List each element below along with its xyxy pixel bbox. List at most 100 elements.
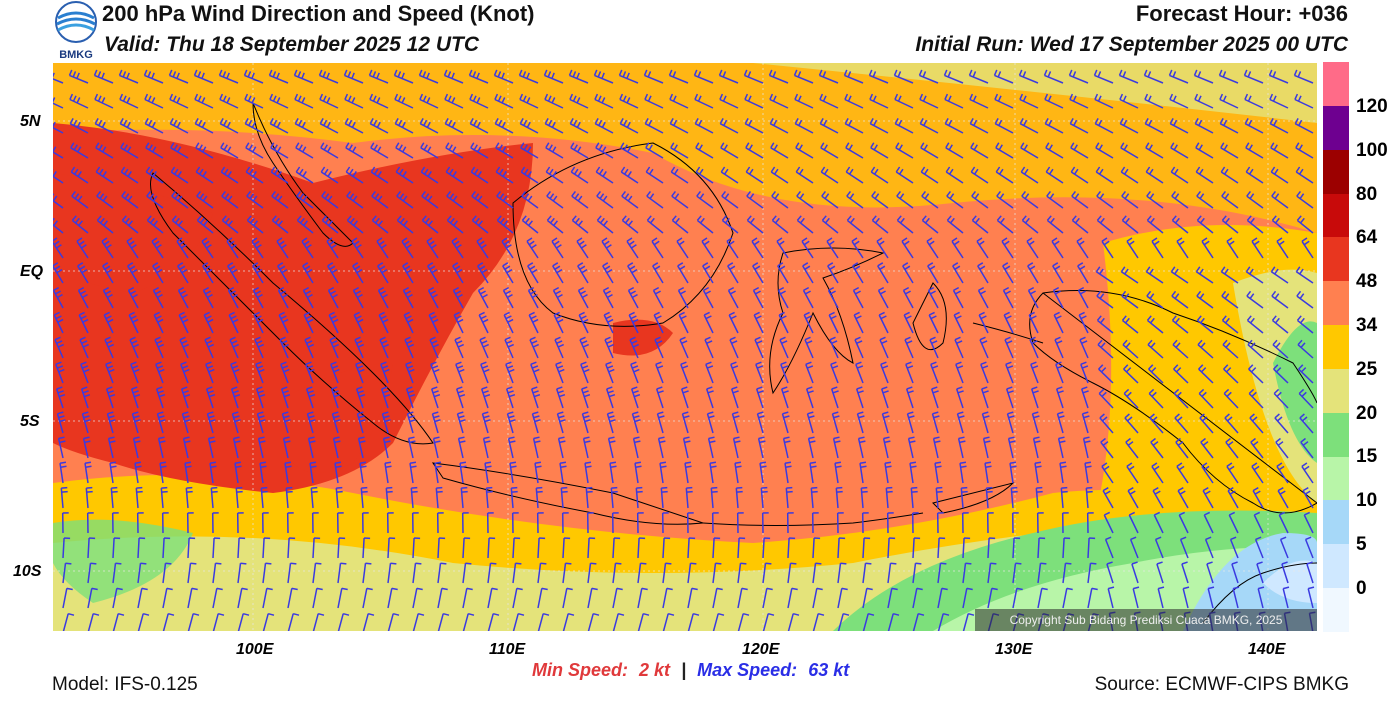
wind-barb [520, 166, 539, 184]
wind-barb [1121, 215, 1139, 234]
wind-barb [219, 93, 239, 109]
wind-barb [287, 612, 300, 631]
wind-barb [512, 612, 525, 631]
wind-barb [1080, 386, 1089, 409]
wind-barb [505, 361, 515, 384]
wind-barb [53, 217, 64, 234]
wind-barb [126, 237, 139, 259]
wind-barb [435, 486, 443, 509]
nusa-tenggara-coast [702, 512, 924, 526]
wind-barb [1132, 586, 1140, 609]
wind-barb [401, 237, 414, 259]
wind-barb [486, 512, 494, 534]
wind-barb [380, 361, 390, 384]
wind-barb [827, 286, 839, 309]
wind-barb [293, 69, 314, 84]
wind-barb [551, 237, 564, 259]
wind-barb [102, 286, 114, 309]
wind-barb [946, 190, 964, 209]
wind-barb [378, 311, 389, 334]
wind-barb [971, 190, 989, 209]
wind-barb [527, 262, 539, 284]
wind-barb [1246, 190, 1264, 209]
wind-barb [954, 336, 964, 359]
wind-barb [710, 486, 718, 509]
wind-barb [920, 142, 939, 159]
wind-barb [162, 587, 173, 609]
forecast-hour: Forecast Hour: +036 [1135, 1, 1348, 26]
wind-barb [71, 215, 89, 234]
wind-barb [487, 612, 500, 631]
wind-barb [53, 193, 64, 209]
wind-barb [612, 612, 625, 631]
wind-barb [1037, 537, 1046, 559]
wind-barbs [53, 69, 1316, 631]
wind-barb [679, 336, 689, 359]
wind-barb [360, 486, 368, 509]
wind-barb [1020, 166, 1039, 184]
wind-barb [307, 436, 316, 459]
wind-barb [726, 237, 739, 259]
colorbar-label: 100 [1356, 139, 1388, 161]
wind-barb [1055, 361, 1064, 384]
wind-barb [1301, 237, 1314, 259]
wind-barb [553, 311, 564, 334]
wind-barb [1307, 586, 1315, 609]
wind-barb [1032, 436, 1041, 459]
wind-barb [796, 190, 814, 209]
wind-barb [1046, 215, 1064, 234]
wind-barb [237, 537, 246, 559]
wind-barb [112, 587, 123, 609]
lon-label-120e: 120E [742, 641, 780, 658]
wind-barb [862, 537, 871, 559]
wind-barb [702, 286, 714, 309]
wind-barb [154, 336, 164, 359]
wind-barb [381, 411, 391, 434]
wind-barb [1168, 69, 1189, 84]
wind-barb [245, 166, 264, 184]
wind-barb [696, 215, 714, 234]
wind-barb [1171, 215, 1189, 234]
wind-barb [236, 512, 244, 534]
wind-barb [103, 311, 114, 334]
wind-barb [202, 262, 214, 284]
wind-barb [1225, 437, 1239, 459]
wind-barb [745, 142, 764, 159]
colorbar-segment [1323, 588, 1349, 632]
wind-barb [546, 190, 564, 209]
wind-barb [1204, 536, 1214, 559]
wind-barb [670, 142, 689, 159]
colorbar-label: 25 [1356, 358, 1378, 380]
wind-barb [1018, 69, 1039, 84]
wind-barb [737, 537, 746, 559]
wind-barb [996, 215, 1014, 234]
logo-text: BMKG [59, 49, 93, 61]
wind-barb [712, 537, 721, 559]
wind-barb [1229, 536, 1239, 559]
wind-barb [577, 286, 589, 309]
wind-barb [377, 286, 389, 309]
wind-barb [235, 486, 243, 509]
wind-barb [860, 486, 868, 509]
colorbar-segment [1323, 62, 1349, 106]
wind-barb [881, 411, 890, 434]
wind-barb [376, 237, 389, 259]
wind-barb [660, 486, 668, 509]
wind-barb [837, 587, 848, 609]
wind-barb [120, 142, 139, 159]
wind-barb [1070, 142, 1089, 159]
wind-barb [55, 386, 66, 409]
wind-barb [643, 69, 664, 84]
wind-barb [1294, 118, 1314, 134]
wind-barb [607, 436, 616, 459]
wind-barb [220, 142, 239, 159]
wind-barb [68, 69, 89, 84]
wind-barb [94, 118, 114, 134]
wind-barb [512, 562, 522, 584]
wind-barb [1246, 315, 1264, 334]
wind-barb [1221, 315, 1239, 334]
wind-barb [244, 93, 264, 109]
wind-barb [884, 461, 892, 484]
wind-barb [62, 562, 72, 584]
wind-barb [155, 386, 166, 409]
